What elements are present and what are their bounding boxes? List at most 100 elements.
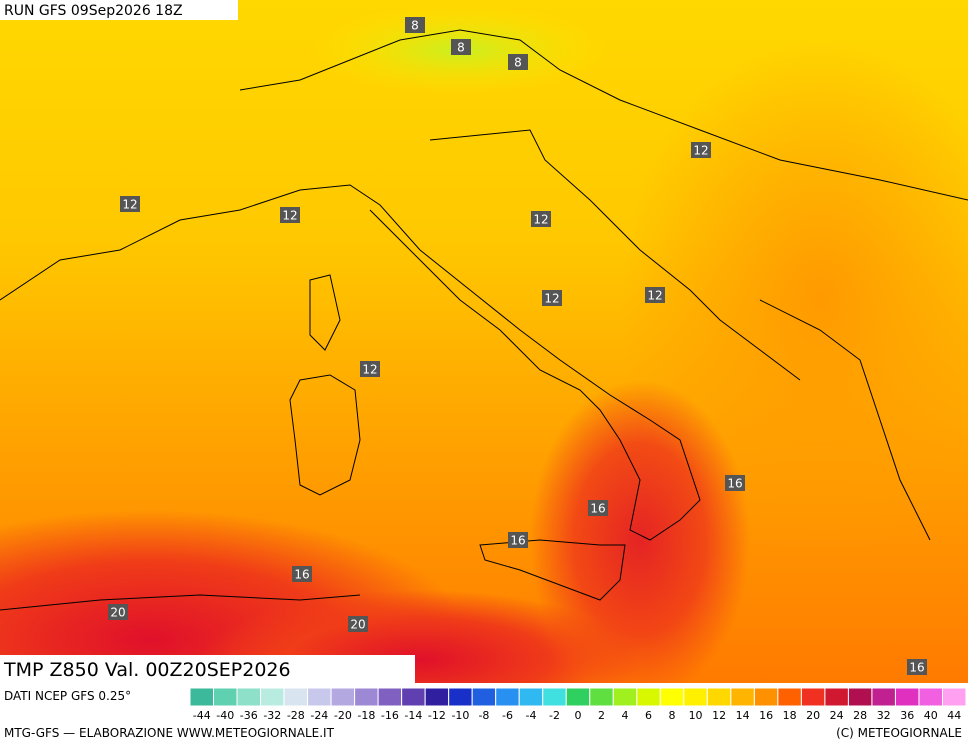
- contour-label: 12: [533, 213, 548, 227]
- colorbar-label: 28: [853, 709, 867, 722]
- header-box: [0, 0, 238, 20]
- colorbar-swatch: [565, 687, 591, 707]
- colorbar-swatch: [307, 687, 332, 707]
- contour-label-box: [360, 361, 380, 377]
- colorbar-label: 8: [669, 709, 676, 722]
- contour-label: 20: [110, 606, 125, 620]
- colorbar-swatch: [283, 687, 309, 707]
- colorbar-label: 32: [877, 709, 891, 722]
- colorbar-swatch: [800, 687, 826, 707]
- colorbar-label: -2: [549, 709, 560, 722]
- contour-label: 16: [727, 477, 742, 491]
- colorbar-label: -44: [193, 709, 211, 722]
- colorbar: -44 -40 -36 -32 -28 -24 -20 -18 -16 -14 -12 -10 -8 -6…: [189, 687, 967, 722]
- map-title: TMP Z850 Val. 00Z20SEP2026: [3, 659, 291, 681]
- colorbar-label: 44: [947, 709, 961, 722]
- colorbar-label: 2: [598, 709, 605, 722]
- contour-label: 12: [282, 209, 297, 223]
- colorbar-label: -6: [502, 709, 513, 722]
- contour-label-box: [508, 532, 528, 548]
- contour-label-box: [531, 211, 551, 227]
- colorbar-swatch: [706, 687, 732, 707]
- colorbar-swatch: [542, 687, 567, 707]
- colorbar-label: 18: [783, 709, 797, 722]
- contour-label-box: [508, 54, 528, 70]
- contour-label-box: [120, 196, 140, 212]
- contour-label-box: [348, 616, 368, 632]
- colorbar-label: -32: [263, 709, 281, 722]
- colorbar-swatch: [941, 687, 967, 707]
- contour-label-box: [691, 142, 711, 158]
- colorbar-swatch: [894, 687, 920, 707]
- colorbar-label: -10: [451, 709, 469, 722]
- contour-label-box: [292, 566, 312, 582]
- colorbar-label: 6: [645, 709, 652, 722]
- colorbar-label: -20: [334, 709, 352, 722]
- contour-label: 12: [122, 198, 137, 212]
- colorbar-swatch: [753, 687, 779, 707]
- source-label: DATI NCEP GFS 0.25°: [4, 689, 131, 703]
- colorbar-swatch: [189, 687, 215, 707]
- colorbar-swatch: [518, 687, 544, 707]
- coastlines: [0, 29, 968, 611]
- contour-label: 8: [411, 19, 419, 33]
- colorbar-label: -36: [240, 709, 258, 722]
- contour-label-box: [645, 287, 665, 303]
- contour-label: 12: [647, 289, 662, 303]
- colorbar-swatch: [589, 687, 614, 707]
- colorbar-swatch: [777, 687, 802, 707]
- contour-label-box: [542, 290, 562, 306]
- colorbar-label: 20: [806, 709, 820, 722]
- colorbar-label: 0: [575, 709, 582, 722]
- colorbar-swatch: [471, 687, 497, 707]
- contour-label-box: [405, 17, 425, 33]
- colorbar-swatch: [260, 687, 285, 707]
- colorbar-swatch: [612, 687, 638, 707]
- colorbar-label: -40: [216, 709, 234, 722]
- contour-label: 16: [590, 502, 605, 516]
- colorbar-swatch: [377, 687, 403, 707]
- colorbar-label: 10: [689, 709, 703, 722]
- contour-label-box: [108, 604, 128, 620]
- contour-label-box: [280, 207, 300, 223]
- colorbar-label: 16: [759, 709, 773, 722]
- colorbar-label: 14: [736, 709, 750, 722]
- colorbar-swatch: [847, 687, 873, 707]
- colorbar-swatch: [495, 687, 520, 707]
- colorbar-swatch: [424, 687, 450, 707]
- colorbar-label: 40: [924, 709, 938, 722]
- colorbar-swatch: [213, 687, 238, 707]
- contour-label: 12: [544, 292, 559, 306]
- colorbar-swatch: [918, 687, 943, 707]
- colorbar-swatch: [236, 687, 262, 707]
- credit: MTG-GFS — ELABORAZIONE WWW.METEOGIORNALE…: [4, 726, 335, 740]
- colorbar-label: -16: [381, 709, 399, 722]
- copyright: (C) METEOGIORNALE: [836, 726, 962, 740]
- contour-label: 16: [294, 568, 309, 582]
- colorbar-label: 36: [900, 709, 914, 722]
- colorbar-label: -8: [478, 709, 489, 722]
- colorbar-swatch: [730, 687, 755, 707]
- colorbar-swatch: [871, 687, 896, 707]
- colorbar-label: 4: [622, 709, 629, 722]
- colorbar-swatch: [659, 687, 685, 707]
- colorbar-label: -12: [428, 709, 446, 722]
- colorbar-swatch: [636, 687, 661, 707]
- title-box: [0, 655, 415, 683]
- colorbar-swatch: [448, 687, 473, 707]
- colorbar-swatch: [683, 687, 708, 707]
- contour-label: 16: [510, 534, 525, 548]
- run-label: RUN GFS 09Sep2026 18Z: [4, 3, 183, 19]
- colorbar-swatch: [401, 687, 426, 707]
- colorbar-label: -18: [357, 709, 375, 722]
- colorbar-label: -28: [287, 709, 305, 722]
- contour-label: 8: [457, 41, 465, 55]
- contour-label-box: [907, 659, 927, 675]
- colorbar-swatch: [824, 687, 849, 707]
- colorbar-swatch: [330, 687, 356, 707]
- contour-label: 16: [909, 661, 924, 675]
- colorbar-label: -14: [404, 709, 422, 722]
- colorbar-label: -4: [525, 709, 536, 722]
- contour-label-box: [725, 475, 745, 491]
